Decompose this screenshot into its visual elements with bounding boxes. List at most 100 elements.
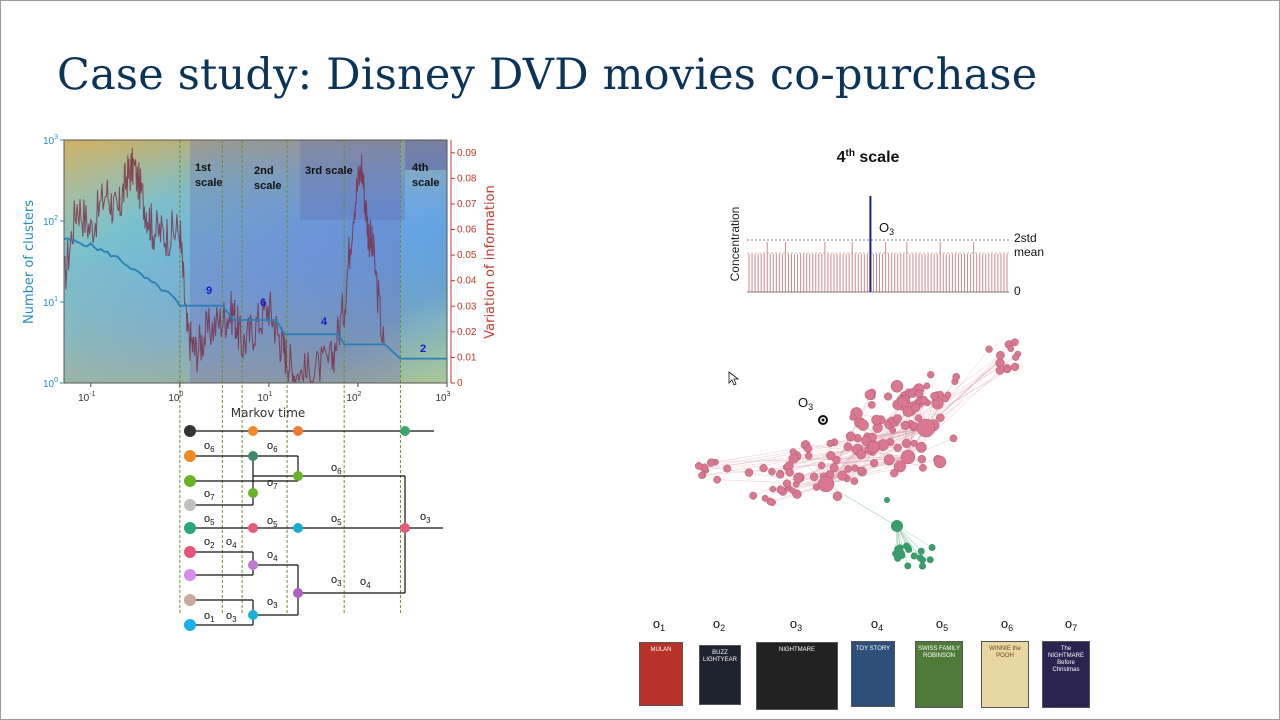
dendrogram-node bbox=[400, 523, 410, 533]
x-tick-label: 101 bbox=[257, 391, 272, 404]
network-node-secondary bbox=[919, 556, 927, 564]
left-tick-label: 100 bbox=[43, 377, 58, 390]
network-node-secondary bbox=[898, 551, 906, 559]
network-node bbox=[826, 450, 836, 461]
network-edge bbox=[896, 525, 923, 561]
network-node bbox=[809, 472, 819, 482]
dendrogram-node bbox=[248, 523, 258, 533]
network-edge bbox=[907, 344, 1010, 458]
network-edge bbox=[873, 366, 1016, 448]
dendrogram-node bbox=[248, 560, 258, 570]
right-tick-label: 0.08 bbox=[457, 173, 477, 184]
scale-dividers bbox=[179, 140, 401, 615]
network-node bbox=[694, 462, 703, 470]
dendrogram-node bbox=[184, 594, 196, 606]
o3-network-label: O3 bbox=[798, 395, 813, 412]
dendrogram-node bbox=[293, 588, 303, 598]
concentration-chart: 4th scale Concentration O3 2std mean 0 bbox=[728, 148, 1044, 298]
network-node bbox=[909, 388, 917, 395]
network-node bbox=[911, 403, 921, 413]
two-std-label: 2std bbox=[1014, 231, 1037, 245]
y-axis-left-label: Number of clusters bbox=[22, 200, 37, 324]
dendrogram-node-label: o4 bbox=[267, 549, 278, 563]
movie-label-o1: o1 bbox=[653, 616, 665, 633]
network-node bbox=[832, 491, 843, 501]
network-node bbox=[707, 458, 716, 467]
right-tick-label: 0.07 bbox=[457, 199, 477, 210]
network-node-secondary bbox=[891, 520, 903, 532]
movie-cover-title: TOY STORY bbox=[855, 646, 891, 652]
plateau-label: 6 bbox=[260, 297, 266, 309]
movie-cover-title: MULAN bbox=[650, 647, 672, 653]
left-tick-label: 103 bbox=[43, 134, 58, 147]
network-node bbox=[845, 431, 856, 442]
dendrogram-node-label: o1 bbox=[204, 610, 215, 624]
movie-cover-o7: The NIGHTMARE Before Christmas bbox=[1042, 641, 1090, 708]
mean-label: mean bbox=[1014, 245, 1044, 259]
network-node bbox=[723, 464, 732, 473]
network-node bbox=[850, 477, 859, 485]
network-node bbox=[915, 389, 924, 398]
co-purchase-network: O3 bbox=[694, 338, 1022, 570]
network-edge bbox=[717, 479, 827, 485]
network-node bbox=[936, 390, 944, 398]
network-node bbox=[914, 414, 923, 422]
series-number-of-clusters bbox=[63, 237, 447, 360]
network-node bbox=[849, 413, 857, 421]
network-node bbox=[893, 414, 903, 424]
left-tick-label: 102 bbox=[43, 215, 58, 228]
movie-cover-o2: BUZZ LIGHTYEAR bbox=[699, 645, 741, 705]
scale-band-dark bbox=[300, 140, 405, 220]
network-node bbox=[843, 442, 853, 452]
network-node bbox=[749, 491, 758, 500]
network-node bbox=[883, 454, 895, 466]
dendrogram-node-label: o3 bbox=[331, 574, 342, 588]
network-node bbox=[1007, 345, 1015, 353]
network-edge bbox=[907, 438, 954, 458]
dendrogram-node bbox=[293, 523, 303, 533]
scale-labels: 1st scale 2nd scale 3rd scale 4th scale bbox=[195, 162, 440, 192]
network-node bbox=[869, 458, 879, 468]
network-node bbox=[785, 468, 794, 477]
concentration-chart-title: 4th scale bbox=[837, 148, 900, 166]
scale-band-top bbox=[405, 140, 447, 170]
network-node bbox=[856, 449, 867, 460]
network-node bbox=[1012, 353, 1020, 361]
dendrogram-node-label: o6 bbox=[267, 440, 278, 454]
network-edge bbox=[873, 357, 1016, 448]
network-node bbox=[995, 358, 1005, 368]
network-nodes bbox=[694, 338, 1022, 570]
network-node bbox=[901, 438, 912, 448]
network-node-secondary bbox=[903, 542, 910, 550]
network-node bbox=[817, 461, 826, 470]
network-node bbox=[782, 479, 792, 488]
dendrogram-node bbox=[248, 610, 258, 620]
movie-cover-title: BUZZ LIGHTYEAR bbox=[702, 650, 737, 663]
network-edge bbox=[825, 483, 896, 526]
network-node bbox=[995, 366, 1005, 375]
network-node bbox=[744, 468, 754, 477]
network-edge bbox=[796, 427, 927, 457]
network-node bbox=[1010, 338, 1019, 347]
vi-line bbox=[63, 147, 385, 383]
network-edge bbox=[925, 349, 990, 429]
markov-time-chart: 100 101 102 103 0 0.01 0.02 0.03 0.04 0.05 0.06 0.… bbox=[22, 134, 498, 615]
dendrogram-node bbox=[184, 569, 196, 581]
movie-label-o4: o4 bbox=[871, 616, 883, 633]
right-tick-label: 0.02 bbox=[457, 327, 477, 338]
network-node bbox=[867, 401, 876, 409]
network-node-secondary bbox=[904, 562, 912, 570]
dendrogram-node bbox=[184, 499, 196, 511]
scale-label-line1: 3rd scale bbox=[305, 165, 353, 177]
y-axis-right-label: Variation of information bbox=[483, 185, 498, 339]
dendrogram-node-label: o5 bbox=[204, 513, 215, 527]
scale-label-line2: scale bbox=[195, 177, 223, 189]
network-node bbox=[766, 497, 775, 506]
right-tick-label: 0.06 bbox=[457, 225, 477, 236]
movie-cover-o3: NIGHTMARE bbox=[756, 642, 838, 710]
right-tick-label: 0.09 bbox=[457, 148, 477, 159]
network-node bbox=[713, 475, 722, 484]
dendrogram-branches bbox=[190, 430, 443, 626]
movie-label-o3: o3 bbox=[790, 616, 802, 633]
